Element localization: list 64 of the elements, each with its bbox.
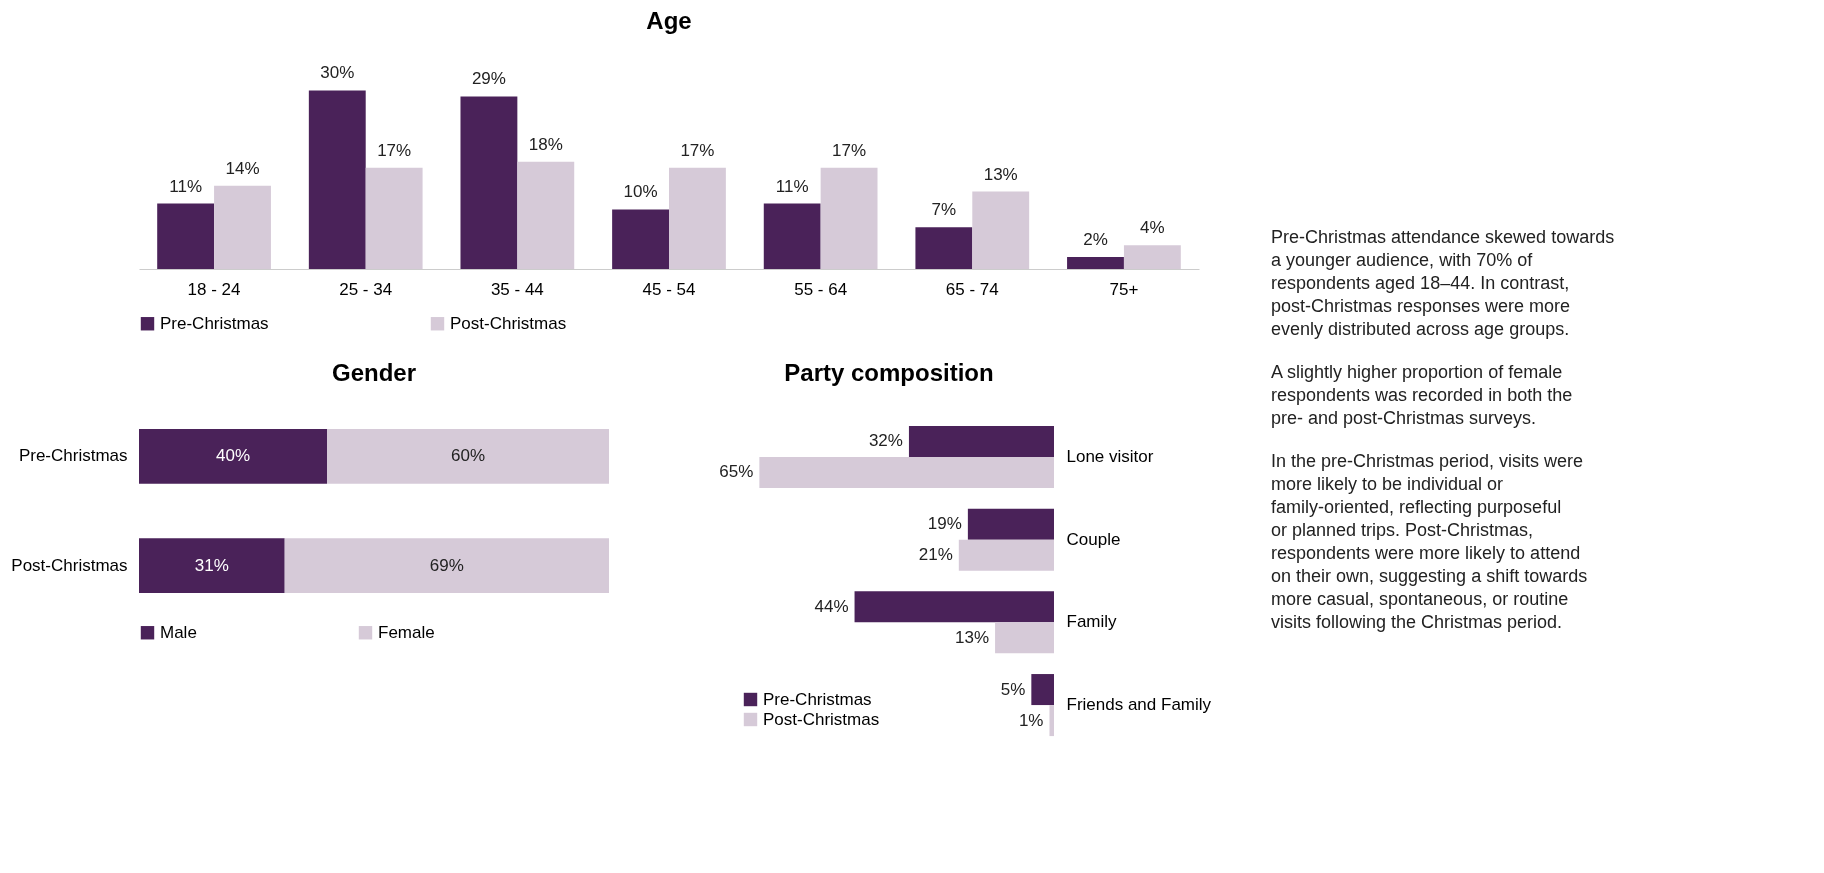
bar — [763, 203, 821, 269]
x-tick-label: 55 - 64 — [794, 279, 848, 299]
data-label: 1% — [1018, 710, 1044, 730]
data-label: 69% — [429, 555, 464, 575]
y-tick-label: Lone visitor — [1066, 446, 1154, 466]
legend-label: Post-Christmas — [763, 709, 880, 729]
data-label: 29% — [471, 69, 506, 89]
chart-title: Gender — [331, 359, 417, 386]
data-label: 5% — [1000, 679, 1026, 699]
x-tick-label: 18 - 24 — [187, 279, 241, 299]
x-tick-label: 35 - 44 — [490, 279, 544, 299]
y-tick-label: Friends and Family — [1066, 695, 1212, 715]
data-label: 44% — [814, 596, 849, 616]
bar — [157, 203, 215, 269]
data-label: 31% — [194, 555, 229, 575]
x-tick-label: 75+ — [1109, 279, 1139, 299]
chart-title: Party composition — [784, 359, 994, 386]
data-label: 65% — [719, 462, 754, 482]
text: In the pre-Christmas period, visits were more likely to be individual or family-oriented, reflecting purposeful or planned trips. Post-Christmas, respondents were more likely to attend on their own, suggesting a shift towards more casual, spontaneous, or routine visits following the Christmas period. — [1271, 451, 1588, 632]
x-tick-label: 25 - 34 — [339, 279, 393, 299]
bar — [460, 96, 518, 269]
data-label: 10% — [623, 182, 658, 202]
data-label: 18% — [528, 134, 563, 154]
data-label: 17% — [680, 140, 715, 160]
bar — [915, 227, 973, 269]
data-label: 17% — [377, 140, 412, 160]
data-label: 40% — [215, 446, 251, 466]
data-label: 21% — [918, 545, 953, 565]
data-label: 13% — [983, 164, 1018, 184]
bar — [612, 209, 669, 269]
data-label: 2% — [1083, 230, 1108, 250]
bar — [1067, 257, 1124, 269]
bar — [854, 591, 1054, 623]
data-label: 7% — [931, 200, 957, 220]
data-label: 4% — [1140, 218, 1165, 238]
bar — [908, 425, 1054, 457]
legend-label: Male — [160, 622, 197, 642]
bar — [759, 456, 1054, 488]
data-label: 19% — [927, 514, 962, 534]
bar — [958, 539, 1054, 571]
bar — [308, 90, 366, 269]
bar — [995, 622, 1054, 654]
legend-label: Post-Christmas — [450, 313, 567, 333]
bar — [1031, 674, 1054, 706]
data-label: 60% — [450, 446, 486, 466]
x-tick-label: 45 - 54 — [642, 279, 696, 299]
data-label: 11% — [775, 176, 809, 196]
data-label: 17% — [832, 140, 867, 160]
y-tick-label: Couple — [1066, 529, 1121, 549]
legend-label: Pre-Christmas — [763, 689, 872, 709]
legend-label: Female — [378, 622, 435, 642]
text: A slightly higher proportion of female respondents was recorded in both the pre- and post-Christmas surveys. — [1271, 362, 1573, 428]
data-label: 14% — [225, 158, 260, 178]
bar — [967, 508, 1054, 540]
data-label: 30% — [320, 63, 355, 83]
data-label: 32% — [868, 431, 903, 451]
data-label: 11% — [169, 176, 203, 196]
data-label: 13% — [955, 627, 990, 647]
text: Pre-Christmas attendance skewed towards a younger audience, with 70% of respondents aged 18–44. In contrast, post-Christmas responses were more evenly distributed across age groups. — [1271, 227, 1615, 339]
legend-label: Pre-Christmas — [160, 313, 269, 333]
x-tick-label: 65 - 74 — [945, 279, 999, 299]
y-tick-label: Family — [1066, 612, 1118, 632]
bar — [1049, 705, 1054, 737]
chart-title: Age — [646, 7, 692, 35]
